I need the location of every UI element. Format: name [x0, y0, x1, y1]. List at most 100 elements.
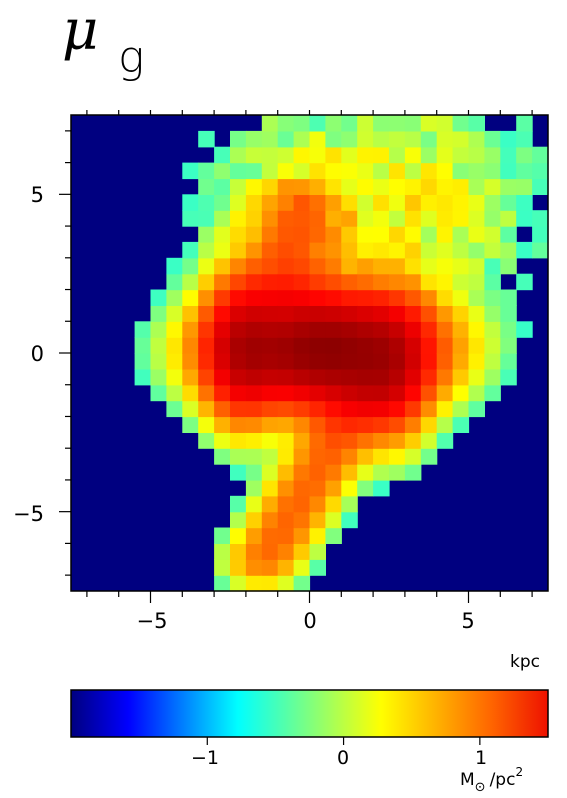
heatmap-cell — [166, 273, 183, 291]
heatmap-cell — [245, 464, 263, 481]
heatmap-cell — [373, 130, 390, 148]
heatmap-cell — [230, 464, 247, 481]
heatmap-cell — [309, 479, 326, 497]
heatmap-cell — [325, 400, 342, 418]
heatmap-cell — [357, 448, 374, 465]
heatmap-cell — [404, 321, 422, 338]
heatmap-cell — [261, 162, 279, 180]
heatmap-cell — [261, 527, 279, 544]
heatmap-cell — [420, 178, 438, 195]
heatmap-cell — [245, 194, 263, 211]
heatmap-cell — [436, 353, 454, 370]
heatmap-cell — [214, 162, 231, 180]
heatmap-cell — [230, 226, 247, 243]
heatmap-cell — [436, 162, 454, 180]
heatmap-cell — [373, 210, 390, 227]
heatmap-cell — [357, 226, 374, 243]
heatmap-cell — [468, 337, 485, 354]
heatmap-cell — [500, 194, 517, 211]
heatmap-cell — [357, 257, 374, 275]
heatmap-cell — [214, 559, 231, 576]
heatmap-cell — [150, 384, 167, 402]
heatmap-cell — [309, 353, 326, 370]
heatmap-cell — [404, 337, 422, 354]
heatmap-cell — [245, 479, 263, 497]
heatmap-cell — [373, 321, 390, 338]
heatmap-cell — [230, 210, 247, 227]
heatmap-cell — [373, 194, 390, 211]
heatmap-cell — [198, 400, 215, 418]
heatmap-cell — [484, 384, 501, 402]
heatmap-cell — [214, 448, 231, 465]
heatmap-cell — [261, 257, 279, 275]
heatmap-cell — [230, 337, 247, 354]
x-tick-label: −5 — [137, 609, 168, 633]
heatmap-cell — [214, 575, 231, 592]
heatmap-cell — [293, 400, 311, 418]
heatmap-cell — [134, 353, 152, 370]
heatmap-cell — [500, 130, 517, 148]
heatmap-cell — [309, 368, 326, 386]
heatmap-cell — [357, 130, 374, 148]
heatmap-cell — [309, 194, 326, 211]
heatmap-cell — [293, 495, 311, 513]
heatmap-cell — [436, 146, 454, 164]
heatmap-cell — [277, 511, 295, 529]
heatmap-cell — [436, 368, 454, 386]
heatmap-cell — [420, 337, 438, 354]
heatmap-cell — [357, 178, 374, 195]
heatmap-cell — [198, 194, 215, 211]
heatmap-cell — [309, 559, 326, 576]
heatmap-cell — [293, 289, 311, 306]
heatmap-cell — [325, 337, 342, 354]
heatmap-cell — [373, 162, 390, 180]
heatmap-cell — [436, 305, 454, 322]
heatmap-cell — [166, 321, 183, 338]
heatmap-cell — [293, 384, 311, 402]
heatmap-cell — [452, 178, 470, 195]
heatmap-cell — [452, 210, 470, 227]
heatmap-cell — [436, 289, 454, 306]
heatmap-cell — [357, 353, 374, 370]
heatmap-cell — [150, 305, 167, 322]
heatmap-cell — [293, 130, 311, 148]
heatmap-cell — [420, 353, 438, 370]
heatmap-cell — [484, 178, 501, 195]
heatmap-cell — [309, 146, 326, 164]
heatmap-cell — [468, 305, 485, 322]
heatmap-cell — [404, 416, 422, 433]
heatmap-cell — [516, 146, 533, 164]
heatmap-cell — [245, 527, 263, 544]
heatmap-cell — [373, 257, 390, 275]
heatmap-cell — [230, 543, 247, 560]
heatmap-cell — [214, 353, 231, 370]
heatmap-cell — [389, 384, 406, 402]
heatmap-cell — [277, 194, 295, 211]
heatmap-cell — [245, 511, 263, 529]
heatmap-cell — [230, 432, 247, 449]
heatmap-cell — [373, 146, 390, 164]
heatmap-cell — [245, 162, 263, 180]
heatmap-cell — [420, 368, 438, 386]
heatmap-cell — [484, 241, 501, 259]
heatmap-cell — [293, 448, 311, 465]
heatmap-cell — [436, 194, 454, 211]
heatmap-cell — [277, 384, 295, 402]
heatmap-cell — [420, 416, 438, 433]
heatmap-cell — [468, 368, 485, 386]
heatmap-cell — [404, 353, 422, 370]
heatmap-cell — [420, 384, 438, 402]
heatmap-cell — [277, 400, 295, 418]
heatmap-cell — [325, 130, 342, 148]
heatmap-cell — [261, 289, 279, 306]
heatmap-cell — [516, 210, 533, 227]
heatmap-cell — [420, 289, 438, 306]
heatmap-cell — [468, 257, 485, 275]
colorbar-ticks — [206, 737, 481, 745]
heatmap-cell — [404, 273, 422, 291]
colorbar-label-unit: /pc — [490, 770, 516, 790]
heatmap-cell — [468, 146, 485, 164]
heatmap-cell — [341, 353, 358, 370]
heatmap-cell — [277, 162, 295, 180]
heatmap-cell — [261, 321, 279, 338]
